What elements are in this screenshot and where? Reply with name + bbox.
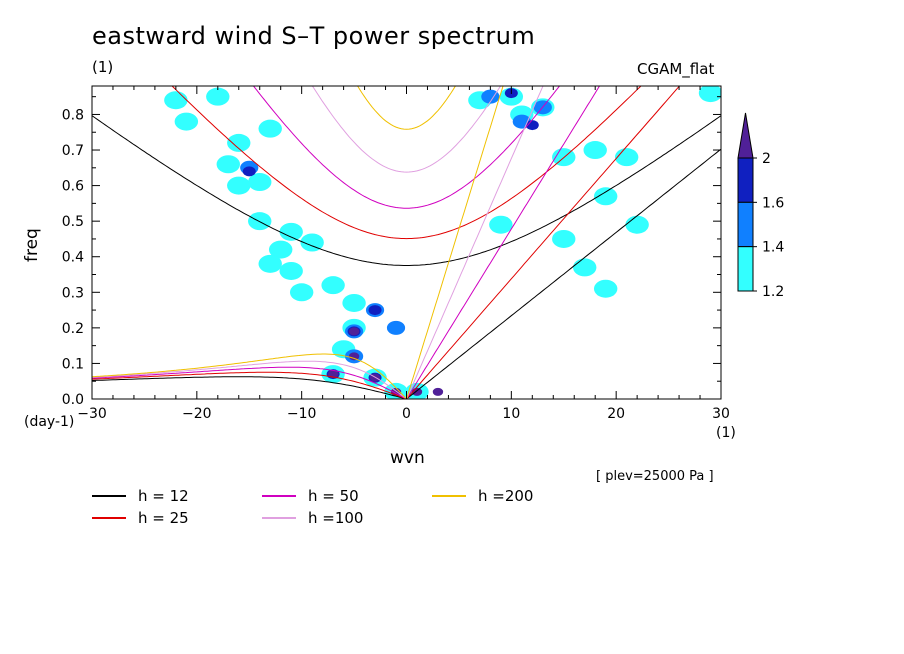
colorbar-extend-arrow [737,112,754,159]
x-tick-label: −20 [182,406,212,422]
y-tick-label: 0.2 [62,321,84,337]
colorbar-label: 1.6 [762,195,784,211]
dispersion-line-h100 [311,86,502,173]
power-blob [289,283,314,302]
y-tick-label: 0.4 [62,250,84,266]
colorbar-segment [737,201,754,248]
power-blob [593,187,618,206]
legend-swatch [432,495,466,497]
power-blob [525,120,539,131]
dispersion-line-h50 [252,86,561,209]
power-blob [481,89,500,104]
legend-label: h = 12 [138,487,189,505]
y-tick-label: 0.8 [62,107,84,123]
y-tick-label: 0.1 [62,356,84,372]
y-tick-label: 0.7 [62,143,84,159]
colorbar-segment [737,246,754,292]
power-blob [248,173,272,192]
power-blob [206,87,230,106]
dispersion-line-h12 [92,115,721,266]
legend-swatch [262,517,296,519]
power-blob [593,279,618,298]
dispersion-curves [92,86,721,399]
power-blob [164,91,188,110]
power-blob [279,261,303,280]
power-blob [489,215,513,234]
dispersion-line-h12 [92,376,407,399]
x-tick-label: −30 [77,406,107,422]
x-axis-label: wvn [390,448,425,468]
legend-label: h =100 [308,509,364,527]
power-blob [552,229,576,248]
dispersion-line-h100 [92,360,407,399]
power-blob [321,276,345,295]
dispersion-line-h200 [406,86,504,399]
power-blob [348,352,360,361]
x-tick-label: 0 [402,406,411,422]
dispersion-line-h12 [406,148,721,399]
x-unit-left-label: (day-1) [24,414,75,430]
y-tick-label: 0.6 [62,179,84,195]
power-blob [174,112,199,131]
power-contours [164,86,721,399]
power-blob [432,387,444,396]
axes: −30 −20 −10 0 10 20 30 0.0 0.1 0.2 0.3 0.4 0.5 0.6 0.7… [62,86,730,422]
power-blob [300,233,324,252]
legend-label: h = 25 [138,509,189,527]
legend-swatch [262,495,296,497]
units-label: (1) [92,58,114,76]
x-tick-label: 10 [502,406,520,422]
power-blob [573,258,597,277]
dispersion-line-h25 [171,86,642,240]
power-blob [698,86,721,103]
colorbar: 2 1.6 1.4 1.2 [737,112,784,300]
plot-frame [91,85,722,400]
power-blob [242,166,256,177]
legend-label: h =200 [478,487,534,505]
legend-label: h = 50 [308,487,359,505]
y-tick-label: 0.3 [62,285,84,301]
dispersion-line-h200 [92,353,407,399]
dispersion-line-h25 [406,86,681,399]
colorbar-segment [737,157,754,203]
y-tick-label: 0.0 [62,392,84,408]
power-blob [614,148,639,167]
power-blob [348,327,360,336]
chart-title: eastward wind S–T power spectrum [92,22,536,50]
power-blob [386,320,406,335]
y-tick-label: 0.5 [62,214,84,230]
power-blob [342,293,366,312]
colorbar-label: 1.2 [762,284,784,300]
x-tick-label: −10 [287,406,317,422]
legend-swatch [92,517,126,519]
power-blob [625,215,649,234]
power-blob [279,222,303,241]
power-blob [258,254,282,273]
dispersion-line-h50 [92,366,407,399]
colorbar-label: 1.4 [762,240,784,256]
power-blob [258,119,282,138]
power-blob [216,155,240,174]
power-blob [368,305,382,316]
dispersion-line-h100 [406,86,544,399]
dispersion-line-h200 [357,86,456,130]
x-tick-label: 30 [712,406,730,422]
power-blob [227,176,251,195]
colorbar-label: 2 [762,151,771,167]
power-blob [269,240,293,259]
x-unit-right-label: (1) [716,425,736,441]
plev-label: [ plev=25000 Pa ] [596,469,714,484]
dispersion-line-h25 [92,371,407,399]
power-blob [583,141,607,160]
model-label: CGAM_flat [637,60,715,78]
power-blob [227,133,251,152]
dispersion-line-h50 [406,86,601,399]
legend-swatch [92,495,126,497]
x-tick-label: 20 [607,406,625,422]
